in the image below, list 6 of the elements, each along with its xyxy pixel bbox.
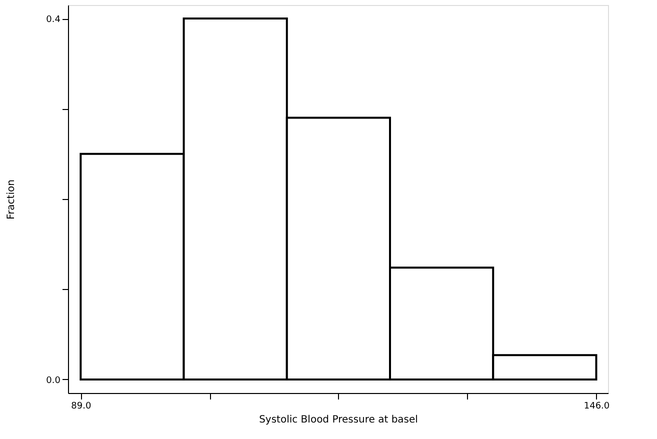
y-axis-title: Fraction	[6, 180, 18, 220]
x-tick-label: 89.0	[71, 402, 92, 412]
y-tick-label: 0.4	[46, 15, 61, 26]
x-tick-label: 146.0	[584, 402, 610, 412]
y-tick-label: 0.0	[46, 376, 61, 386]
x-axis-title: Systolic Blood Pressure at basel	[259, 414, 418, 426]
